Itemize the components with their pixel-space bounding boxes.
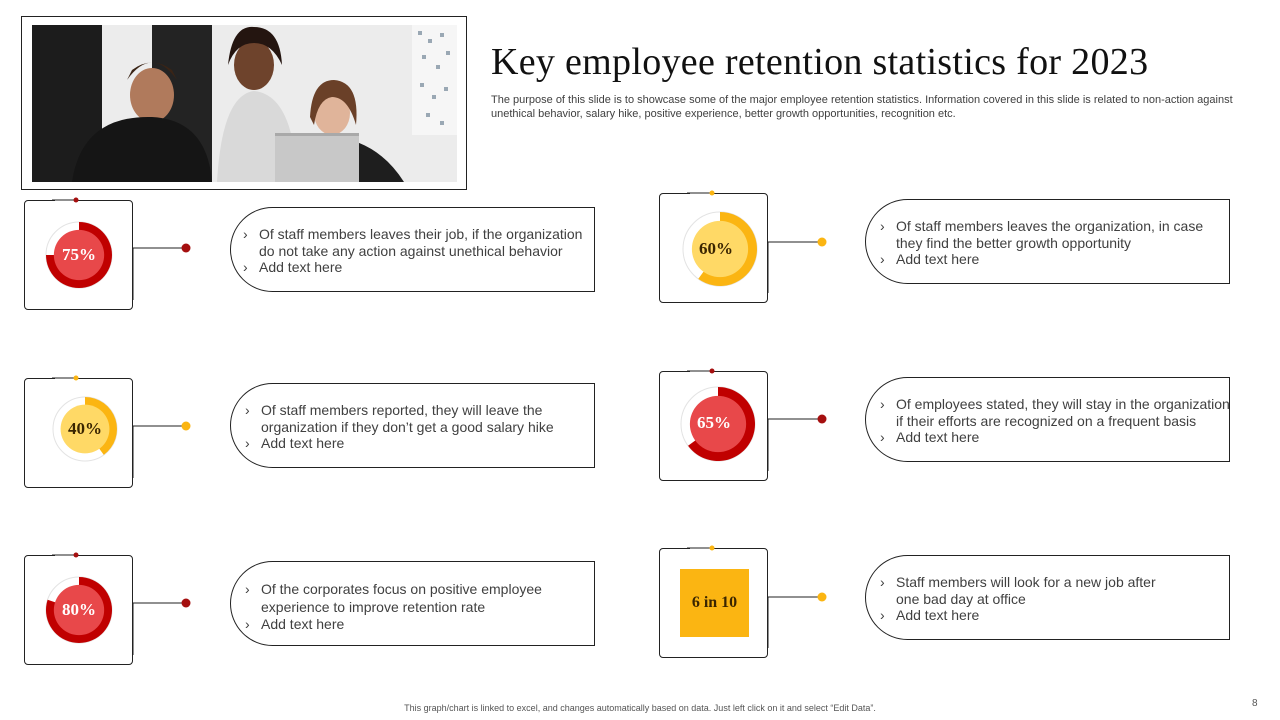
bullet-item: Of staff members reported, they will lea… <box>243 402 595 435</box>
bullet-list: Of staff members leaves the organization… <box>878 218 1230 268</box>
footer-note: This graph/chart is linked to excel, and… <box>404 703 876 713</box>
donut-chart-3: 80% <box>45 576 113 644</box>
stat-card-1: Of staff members leaves their job, if th… <box>230 207 595 292</box>
donut-svg <box>45 221 113 289</box>
bullet-item: Of staff members leaves their job, if th… <box>241 226 593 259</box>
bullet-item: Of staff members leaves the organization… <box>878 218 1230 251</box>
bullet-list: Of staff members leaves their job, if th… <box>241 226 593 276</box>
page-subtitle: The purpose of this slide is to showcase… <box>491 94 1233 120</box>
donut-center <box>60 404 110 454</box>
box-notch <box>690 547 712 551</box>
page-number: 8 <box>1252 698 1258 709</box>
box-notch <box>690 192 712 196</box>
box-notch <box>55 554 77 558</box>
stat-card-6: Staff members will look for a new job af… <box>865 555 1230 640</box>
donut-svg <box>682 211 758 287</box>
bullet-item: Add text here <box>878 251 1230 268</box>
donut-chart-2: 40% <box>52 396 118 462</box>
bullet-item: Of the corporates focus on positive empl… <box>243 580 595 616</box>
bullet-item: Of employees stated, they will stay in t… <box>878 396 1238 429</box>
donut-center <box>691 220 749 278</box>
donut-svg <box>45 576 113 644</box>
connector-dots <box>73 190 827 608</box>
bullet-item: Add text here <box>243 616 595 633</box>
stat-value: 40% <box>68 419 102 438</box>
team-photo <box>32 25 457 182</box>
bullet-item: Staff members will look for a new job af… <box>878 574 1178 607</box>
stat-card-4: Of staff members leaves the organization… <box>865 199 1230 284</box>
bullet-item: Add text here <box>878 607 1178 624</box>
bullet-list: Staff members will look for a new job af… <box>878 574 1178 624</box>
stat-card-3: Of the corporates focus on positive empl… <box>230 561 595 646</box>
bullet-item: Add text here <box>241 259 593 276</box>
donut-arc <box>85 397 117 455</box>
donut-center <box>53 229 105 281</box>
stat-box-3 <box>24 554 133 665</box>
donut-center <box>53 584 105 636</box>
box-notch <box>55 199 77 203</box>
donut-center <box>689 395 747 453</box>
bullet-list: Of the corporates focus on positive empl… <box>243 580 595 633</box>
stat-card-2: Of staff members reported, they will lea… <box>230 383 595 468</box>
donut-svg <box>52 396 118 462</box>
bullet-list: Of staff members reported, they will lea… <box>243 402 595 452</box>
box-notch <box>55 377 77 381</box>
stat-value: 75% <box>62 245 96 264</box>
stat-card-5: Of employees stated, they will stay in t… <box>865 377 1230 462</box>
bullet-list: Of employees stated, they will stay in t… <box>878 396 1238 446</box>
donut-chart-5: 65% <box>680 386 756 462</box>
box-notch <box>690 370 712 374</box>
stat-tile-6-in-10: 6 in 10 <box>680 569 749 637</box>
team-photo-illustration <box>32 25 457 182</box>
bullet-item: Add text here <box>243 435 595 452</box>
page-title: Key employee retention statistics for 20… <box>491 41 1149 83</box>
stat-value: 80% <box>62 600 96 619</box>
bullet-item: Add text here <box>878 429 1238 446</box>
donut-chart-4: 60% <box>682 211 758 287</box>
donut-svg <box>680 386 756 462</box>
team-photo-frame <box>21 16 467 190</box>
donut-chart-1: 75% <box>45 221 113 289</box>
donut-arc <box>698 212 757 286</box>
stat-value: 60% <box>699 239 733 258</box>
stat-value: 65% <box>697 412 731 432</box>
